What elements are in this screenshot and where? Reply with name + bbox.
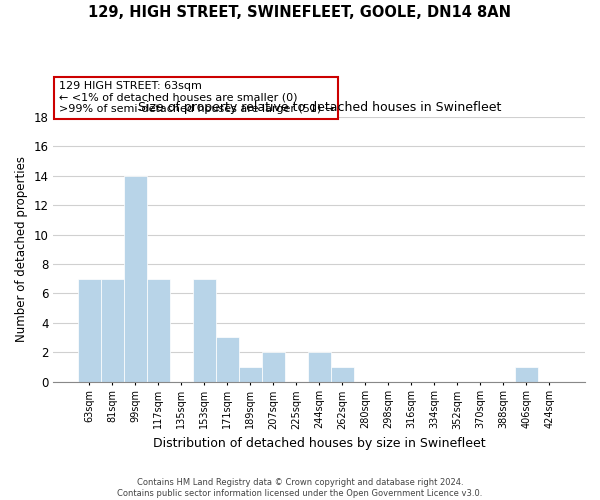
Text: Contains HM Land Registry data © Crown copyright and database right 2024.
Contai: Contains HM Land Registry data © Crown c… xyxy=(118,478,482,498)
Y-axis label: Number of detached properties: Number of detached properties xyxy=(15,156,28,342)
Text: 129 HIGH STREET: 63sqm
← <1% of detached houses are smaller (0)
>99% of semi-det: 129 HIGH STREET: 63sqm ← <1% of detached… xyxy=(59,81,334,114)
Bar xyxy=(331,367,354,382)
Text: 129, HIGH STREET, SWINEFLEET, GOOLE, DN14 8AN: 129, HIGH STREET, SWINEFLEET, GOOLE, DN1… xyxy=(89,5,511,20)
Bar xyxy=(77,278,101,382)
Title: Size of property relative to detached houses in Swinefleet: Size of property relative to detached ho… xyxy=(137,102,501,114)
Bar xyxy=(215,338,239,382)
Bar xyxy=(515,367,538,382)
Bar xyxy=(193,278,215,382)
Bar xyxy=(239,367,262,382)
X-axis label: Distribution of detached houses by size in Swinefleet: Distribution of detached houses by size … xyxy=(153,437,485,450)
Bar xyxy=(262,352,284,382)
Bar xyxy=(124,176,146,382)
Bar xyxy=(101,278,124,382)
Bar xyxy=(146,278,170,382)
Bar xyxy=(308,352,331,382)
